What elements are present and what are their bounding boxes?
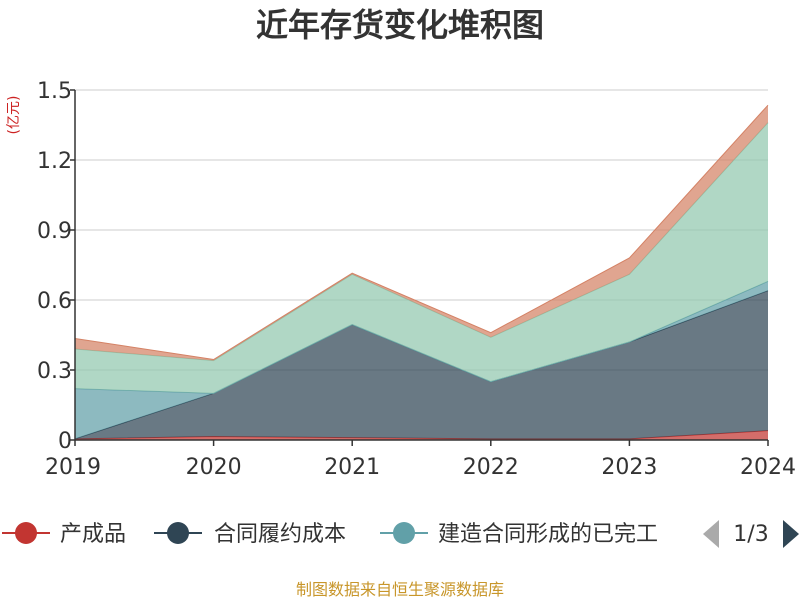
y-tick-label: 1.2 xyxy=(37,149,72,174)
legend-page-indicator: 1/3 xyxy=(733,522,768,547)
y-axis-unit-label: (亿元) xyxy=(6,96,22,135)
y-tick-label: 1.5 xyxy=(37,79,72,104)
legend-prev-page-icon[interactable] xyxy=(703,520,719,548)
x-tick-labels: 2019 2020 2021 2022 2023 2024 xyxy=(45,455,796,480)
legend-item-contract-cost[interactable]: 合同履约成本 xyxy=(154,522,346,547)
y-tick-label: 0.3 xyxy=(37,359,72,384)
y-tick-label: 0 xyxy=(58,429,72,454)
y-tick-label: 0.6 xyxy=(37,289,72,314)
chart-title: 近年存货变化堆积图 xyxy=(256,6,544,44)
x-tick-label: 2019 xyxy=(45,455,101,480)
x-tick-label: 2023 xyxy=(601,455,657,480)
x-tick-label: 2022 xyxy=(463,455,519,480)
legend-item-construction-contract[interactable]: 建造合同形成的已完工 xyxy=(380,522,658,547)
area-series-4-line xyxy=(74,104,769,361)
data-source-footer: 制图数据来自恒生聚源数据库 xyxy=(296,580,504,599)
y-tick-label: 0.9 xyxy=(37,219,72,244)
legend-next-page-icon[interactable] xyxy=(783,520,799,548)
legend-label-construction-contract: 建造合同形成的已完工 xyxy=(438,522,658,547)
area-series-group xyxy=(74,104,769,440)
area-series-3 xyxy=(75,122,768,394)
area-series-1 xyxy=(75,290,768,439)
legend-label-finished-goods: 产成品 xyxy=(60,522,126,547)
area-series-0 xyxy=(75,430,768,440)
legend: 产成品 合同履约成本 建造合同形成的已完工 1/3 xyxy=(2,520,799,548)
legend-item-finished-goods[interactable]: 产成品 xyxy=(2,522,126,547)
y-tick-labels: 0 0.3 0.6 0.9 1.2 1.5 xyxy=(37,79,72,454)
x-tick-label: 2020 xyxy=(186,455,242,480)
x-tick-label: 2021 xyxy=(324,455,380,480)
x-tick-label: 2024 xyxy=(740,455,796,480)
legend-label-contract-cost: 合同履约成本 xyxy=(214,522,346,547)
axes xyxy=(70,89,769,446)
